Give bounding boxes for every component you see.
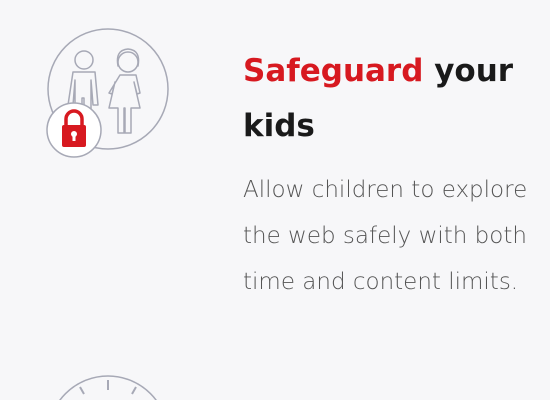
feature-description: Allow children to explore the web safely… <box>243 167 543 305</box>
feature-title: Safeguard your kids <box>243 44 543 154</box>
clock-icon <box>0 360 200 400</box>
children-lock-icon <box>0 0 200 170</box>
feature-title-accent: Safeguard <box>243 53 423 89</box>
